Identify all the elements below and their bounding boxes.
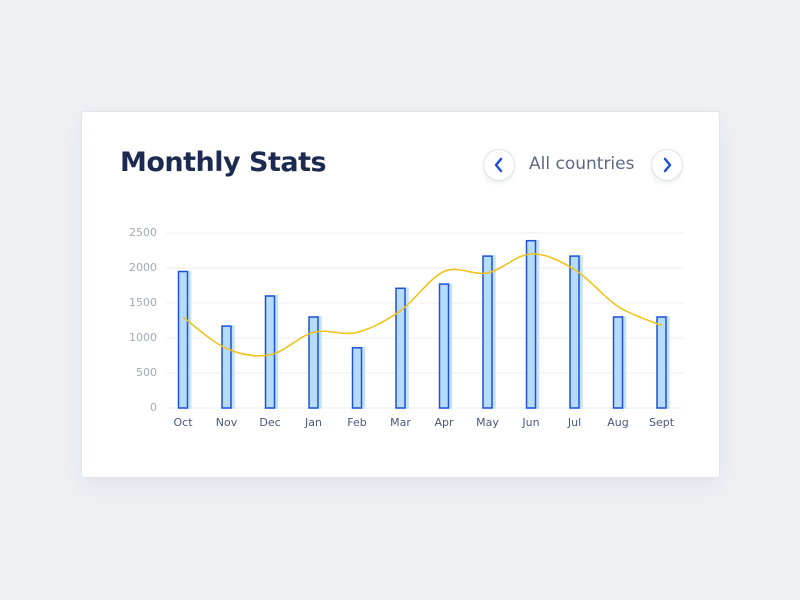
x-tick-label: Jan <box>304 416 322 429</box>
x-tick-label: Dec <box>259 416 280 429</box>
filter-label[interactable]: All countries <box>529 154 635 174</box>
prev-button[interactable] <box>483 149 515 181</box>
y-tick-label: 1000 <box>129 331 157 344</box>
y-tick-label: 1500 <box>129 296 157 309</box>
x-tick-label: Nov <box>216 416 238 429</box>
bar <box>308 316 319 409</box>
y-tick-label: 2500 <box>129 226 157 239</box>
bar <box>221 325 232 409</box>
y-tick-label: 0 <box>150 401 157 414</box>
bar <box>656 316 667 409</box>
bar <box>482 255 493 409</box>
card-title: Monthly Stats <box>120 147 327 178</box>
bar <box>569 255 580 409</box>
y-tick-label: 500 <box>136 366 157 379</box>
x-tick-label: Oct <box>173 416 193 429</box>
y-tick-label: 2000 <box>129 261 157 274</box>
prev-icon <box>494 157 503 173</box>
next-icon <box>663 157 672 173</box>
x-tick-label: Jun <box>521 416 539 429</box>
x-tick-label: Apr <box>434 416 454 429</box>
bar <box>525 239 537 409</box>
next-button[interactable] <box>651 149 683 181</box>
bar <box>612 316 624 409</box>
x-tick-label: Sept <box>649 416 675 429</box>
bar <box>351 347 363 409</box>
x-tick-label: May <box>476 416 499 429</box>
x-tick-label: Aug <box>607 416 628 429</box>
bar <box>264 295 276 409</box>
x-tick-label: Jul <box>567 416 581 429</box>
x-tick-label: Mar <box>390 416 411 429</box>
x-tick-label: Feb <box>347 416 366 429</box>
bar <box>177 270 189 409</box>
trend-line <box>182 253 662 357</box>
bar <box>395 287 406 409</box>
bar <box>438 283 450 409</box>
